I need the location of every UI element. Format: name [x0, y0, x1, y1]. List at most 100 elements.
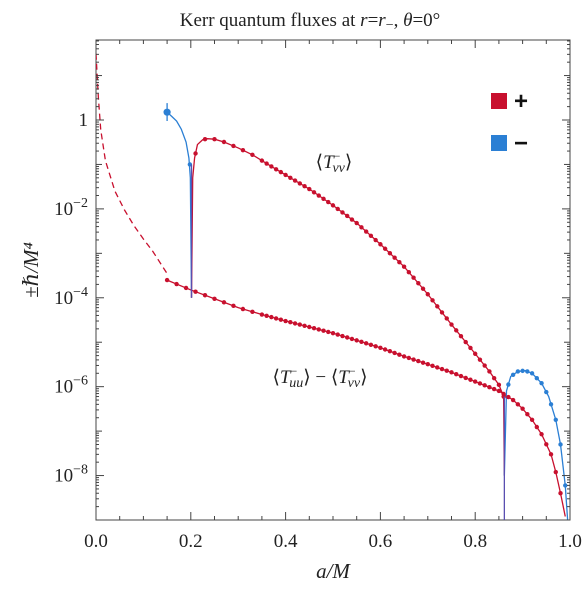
- tuu-point: [212, 296, 217, 301]
- tvv-start-point: [163, 108, 171, 116]
- tvv-plus-point: [354, 220, 359, 226]
- tvv-plus-point: [435, 304, 440, 309]
- y-tick-label: 10−6: [54, 374, 88, 398]
- tuu-point: [259, 312, 265, 317]
- annotation-tvv: ⟨T− vv⟩: [316, 149, 353, 176]
- tuu-point: [330, 330, 336, 336]
- y-tick-label: 10−8: [54, 463, 88, 487]
- tvv-minus-point: [515, 369, 521, 374]
- tuu-point: [340, 333, 345, 339]
- y-tick-label: 10−2: [54, 196, 88, 220]
- tuu-point: [183, 285, 189, 291]
- tuu-point: [553, 469, 558, 475]
- tuu-point: [387, 349, 393, 354]
- tuu-point: [316, 327, 321, 332]
- tuu-point: [435, 365, 440, 370]
- tuu-point: [335, 332, 340, 337]
- x-tick-label: 0.2: [179, 531, 203, 552]
- tuu-point: [548, 452, 554, 457]
- tvv-plus-point: [392, 255, 397, 260]
- chart-title: Kerr quantum fluxes at r=r−, θ=0°: [180, 10, 441, 33]
- tvv-plus-point: [349, 217, 355, 222]
- tuu-point: [264, 313, 269, 319]
- tuu-point: [411, 357, 416, 362]
- tvv-plus-point: [473, 351, 478, 356]
- y-axis: 1 10−2 10−4 10−6 10−8: [54, 40, 570, 521]
- tvv-plus-point: [406, 270, 412, 275]
- tvv-plus-point: [491, 375, 497, 381]
- series-tvv-minus: [166, 111, 193, 298]
- tvv-plus-point: [292, 178, 298, 183]
- x-axis-label: a/M: [316, 559, 351, 583]
- tvv-plus-point: [264, 161, 269, 166]
- tvv-plus-point: [378, 242, 383, 247]
- tuu-point: [307, 324, 312, 330]
- tuu-point: [373, 344, 378, 349]
- tuu-point: [463, 375, 468, 381]
- tvv-plus-point: [368, 233, 374, 238]
- tvv-plus-point: [307, 186, 312, 192]
- tuu-point: [454, 372, 459, 377]
- tuu-point: [496, 388, 502, 394]
- tvv-plus-point: [373, 237, 378, 243]
- tvv-plus-point: [430, 298, 435, 303]
- tuu-point: [425, 362, 430, 367]
- y-tick-label: 10−4: [54, 285, 88, 309]
- tuu-point: [482, 383, 487, 388]
- tuu-point: [368, 342, 374, 348]
- tuu-point: [202, 293, 208, 298]
- tvv-plus-point: [420, 286, 426, 291]
- tuu-point: [326, 329, 331, 335]
- tvv-plus-point: [477, 357, 483, 362]
- tuu-point: [354, 338, 359, 343]
- tuu-point: [534, 424, 540, 430]
- legend-label-minus: −: [514, 130, 528, 157]
- tvv-plus-point: [311, 190, 317, 195]
- tuu-point: [449, 370, 454, 375]
- tuu-point: [520, 406, 525, 411]
- tvv-plus-point: [283, 172, 288, 178]
- tuu-point: [273, 316, 279, 321]
- tuu-point: [477, 381, 483, 386]
- series-tuu-minus-tvv-dashed: [96, 53, 168, 274]
- tuu-point: [311, 326, 317, 331]
- tuu-point: [250, 309, 255, 314]
- tvv-plus-point: [496, 382, 502, 388]
- tvv-plus-point: [463, 339, 468, 345]
- tuu-point: [529, 417, 535, 422]
- tvv-minus-point: [506, 382, 511, 387]
- tvv-plus-point: [468, 345, 473, 351]
- tuu-point: [345, 335, 350, 340]
- tuu-point: [292, 321, 298, 326]
- tvv-plus-point: [454, 328, 459, 333]
- tvv-plus-point: [439, 310, 445, 315]
- series-tuu-minus-tvv-plus: [166, 279, 566, 517]
- tuu-point: [378, 345, 383, 350]
- tuu-point: [174, 281, 179, 287]
- legend-label-plus: +: [514, 88, 528, 115]
- tvv-minus-point: [563, 483, 568, 488]
- tuu-point: [510, 397, 516, 403]
- tuu-point: [382, 347, 388, 352]
- x-tick-label: 0.4: [274, 531, 298, 552]
- tvv-plus-point: [382, 246, 388, 251]
- legend-swatch-plus: [491, 93, 507, 109]
- x-tick-label: 0.0: [84, 531, 108, 552]
- tvv-plus-point: [363, 229, 369, 234]
- plot-area: [96, 53, 569, 520]
- tuu-point: [302, 323, 307, 329]
- tuu-point: [515, 402, 521, 407]
- tuu-point: [506, 394, 511, 400]
- tuu-point: [269, 314, 274, 320]
- tuu-point: [487, 385, 492, 390]
- x-tick-label: 0.6: [369, 531, 393, 552]
- tuu-point: [439, 366, 445, 372]
- legend-swatch-minus: [491, 135, 507, 151]
- tuu-point: [283, 318, 288, 324]
- tvv-plus-point: [340, 210, 345, 215]
- tuu-point: [321, 328, 326, 333]
- tuu-point: [558, 491, 563, 496]
- tuu-point: [193, 289, 198, 294]
- tvv-plus-point: [326, 199, 331, 205]
